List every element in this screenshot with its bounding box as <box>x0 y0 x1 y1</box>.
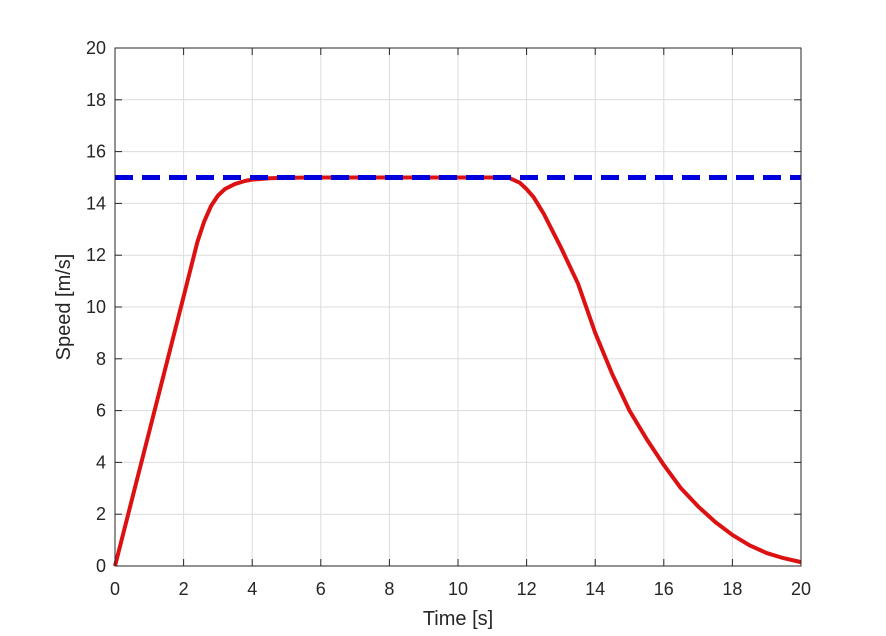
x-tick-label: 6 <box>316 579 326 599</box>
x-tick-label: 10 <box>448 579 468 599</box>
y-axis-label: Speed [m/s] <box>53 254 75 361</box>
series-group <box>113 175 802 567</box>
x-tick-label: 16 <box>654 579 674 599</box>
x-tick-label: 18 <box>722 579 742 599</box>
y-tick-label: 14 <box>86 193 106 213</box>
y-tick-label: 20 <box>86 38 106 58</box>
speed-line <box>113 175 802 567</box>
y-tick-label: 12 <box>86 245 106 265</box>
y-tick-label: 4 <box>96 452 106 472</box>
x-tick-label: 14 <box>585 579 605 599</box>
y-tick-label: 6 <box>96 401 106 421</box>
x-tick-label: 4 <box>247 579 257 599</box>
x-tick-label: 8 <box>384 579 394 599</box>
x-tick-label: 20 <box>791 579 811 599</box>
y-tick-label: 0 <box>96 556 106 576</box>
x-tick-label: 12 <box>517 579 537 599</box>
y-tick-label: 10 <box>86 297 106 317</box>
tick-labels: 0 2 4 6 8 10 12 14 16 18 20 0 2 4 6 8 10 12 14 16 18 20 <box>86 38 811 599</box>
y-tick-label: 2 <box>96 504 106 524</box>
plot-frame <box>114 47 802 567</box>
y-tick-label: 18 <box>86 90 106 110</box>
y-tick-label: 8 <box>96 349 106 369</box>
x-tick-label: 2 <box>179 579 189 599</box>
y-tick-label: 16 <box>86 142 106 162</box>
grid <box>114 47 802 567</box>
x-axis-label: Time [s] <box>423 608 493 630</box>
x-tick-label: 0 <box>110 579 120 599</box>
